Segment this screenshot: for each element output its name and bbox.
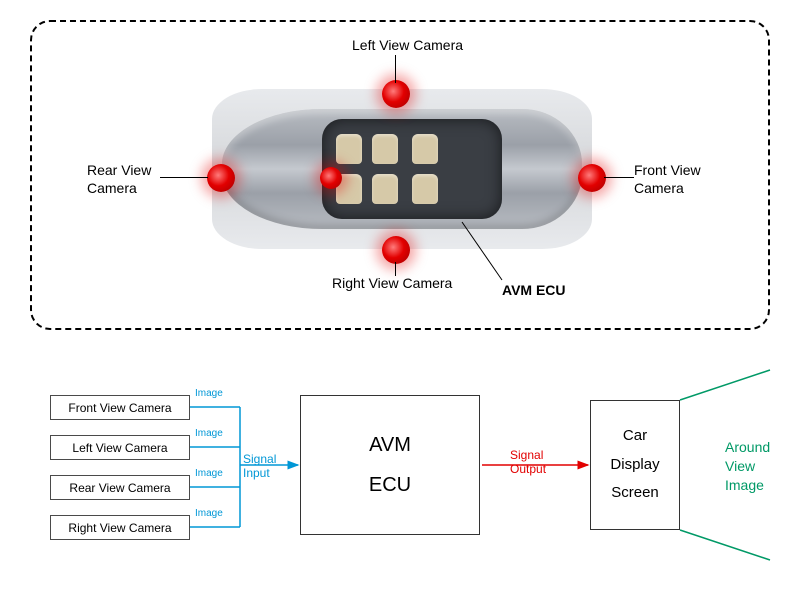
box-label: Rear View Camera (69, 481, 170, 495)
image-label: Image (195, 468, 223, 479)
box-label: Right View Camera (68, 521, 171, 535)
right-camera-box: Right View Camera (50, 515, 190, 540)
box-label: Front View Camera (68, 401, 171, 415)
image-label: Image (195, 388, 223, 399)
display-line1: Car (623, 422, 647, 451)
leader-svg (32, 22, 772, 332)
image-label: Image (195, 428, 223, 439)
image-label: Image (195, 508, 223, 519)
display-line2: Display (610, 451, 659, 480)
avm-ecu-box: AVM ECU (300, 395, 480, 535)
signal-input-label: Signal Input (243, 452, 276, 481)
ecu-line2: ECU (369, 465, 411, 505)
signal-output-label: Signal Output (510, 448, 546, 477)
display-line3: Screen (611, 479, 659, 508)
left-camera-box: Left View Camera (50, 435, 190, 460)
ecu-line1: AVM (369, 425, 411, 465)
car-diagram-panel: Left View Camera Right View Camera Rear … (30, 20, 770, 330)
box-label: Left View Camera (72, 441, 167, 455)
front-camera-box: Front View Camera (50, 395, 190, 420)
around-view-image-label: Around View Image (725, 438, 770, 495)
display-screen-box: Car Display Screen (590, 400, 680, 530)
rear-camera-box: Rear View Camera (50, 475, 190, 500)
